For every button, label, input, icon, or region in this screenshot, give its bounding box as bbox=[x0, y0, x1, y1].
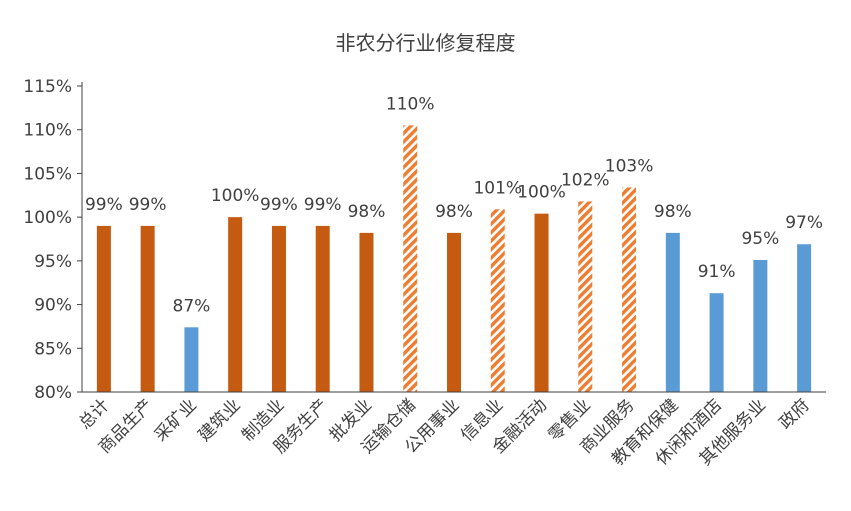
bar bbox=[753, 259, 768, 392]
y-axis: 80% 85% 90% 95% 100% 105% 110% 115% bbox=[23, 77, 83, 403]
bar bbox=[709, 293, 724, 392]
data-label: 98% bbox=[654, 202, 692, 222]
y-tick-label: 90% bbox=[34, 296, 72, 316]
bar bbox=[490, 209, 505, 392]
bar bbox=[622, 187, 637, 392]
data-label: 103% bbox=[605, 156, 654, 176]
y-tick-label: 115% bbox=[23, 77, 72, 97]
data-label: 87% bbox=[173, 296, 211, 316]
category-label: 政府 bbox=[775, 395, 813, 433]
chart-title: 非农分行业修复程度 bbox=[335, 31, 516, 55]
data-label: 100% bbox=[517, 183, 566, 203]
bar bbox=[140, 225, 155, 392]
bar bbox=[665, 232, 680, 392]
data-label: 99% bbox=[260, 195, 298, 215]
category-label: 总计 bbox=[75, 395, 113, 433]
data-label: 98% bbox=[435, 202, 473, 222]
data-label: 99% bbox=[85, 195, 123, 215]
data-label: 99% bbox=[304, 195, 342, 215]
data-label: 91% bbox=[698, 262, 736, 282]
bar bbox=[534, 213, 549, 392]
bar bbox=[315, 225, 330, 392]
data-label: 101% bbox=[473, 178, 522, 198]
y-tick-label: 95% bbox=[34, 252, 72, 272]
y-tick-label: 110% bbox=[23, 121, 72, 141]
data-label: 110% bbox=[386, 94, 435, 114]
bar bbox=[271, 225, 286, 392]
y-tick-label: 85% bbox=[34, 339, 72, 359]
bars bbox=[96, 125, 812, 392]
x-axis: 总计商品生产采矿业建筑业制造业服务生产批发业运输仓储公用事业信息业金融活动零售业… bbox=[75, 391, 826, 470]
y-tick-label: 80% bbox=[34, 383, 72, 403]
bar bbox=[228, 217, 243, 392]
y-tick-label: 100% bbox=[23, 208, 72, 228]
data-label: 102% bbox=[561, 170, 610, 190]
data-label: 100% bbox=[211, 186, 260, 206]
data-label: 95% bbox=[741, 229, 779, 249]
bar bbox=[578, 201, 593, 392]
data-label: 98% bbox=[348, 202, 386, 222]
data-label: 99% bbox=[129, 195, 167, 215]
bar bbox=[359, 232, 374, 392]
data-labels: 99% 99%87%100% 99% 99% 98%110%98%101%100%102… bbox=[85, 94, 823, 316]
bar bbox=[184, 327, 199, 392]
data-label: 97% bbox=[785, 213, 823, 233]
category-label: 建筑业 bbox=[195, 395, 245, 445]
category-label: 采矿业 bbox=[151, 395, 201, 445]
bar bbox=[797, 244, 812, 392]
y-tick-label: 105% bbox=[23, 164, 72, 184]
bar bbox=[447, 232, 461, 392]
bar bbox=[403, 125, 418, 392]
bar bbox=[96, 225, 111, 392]
